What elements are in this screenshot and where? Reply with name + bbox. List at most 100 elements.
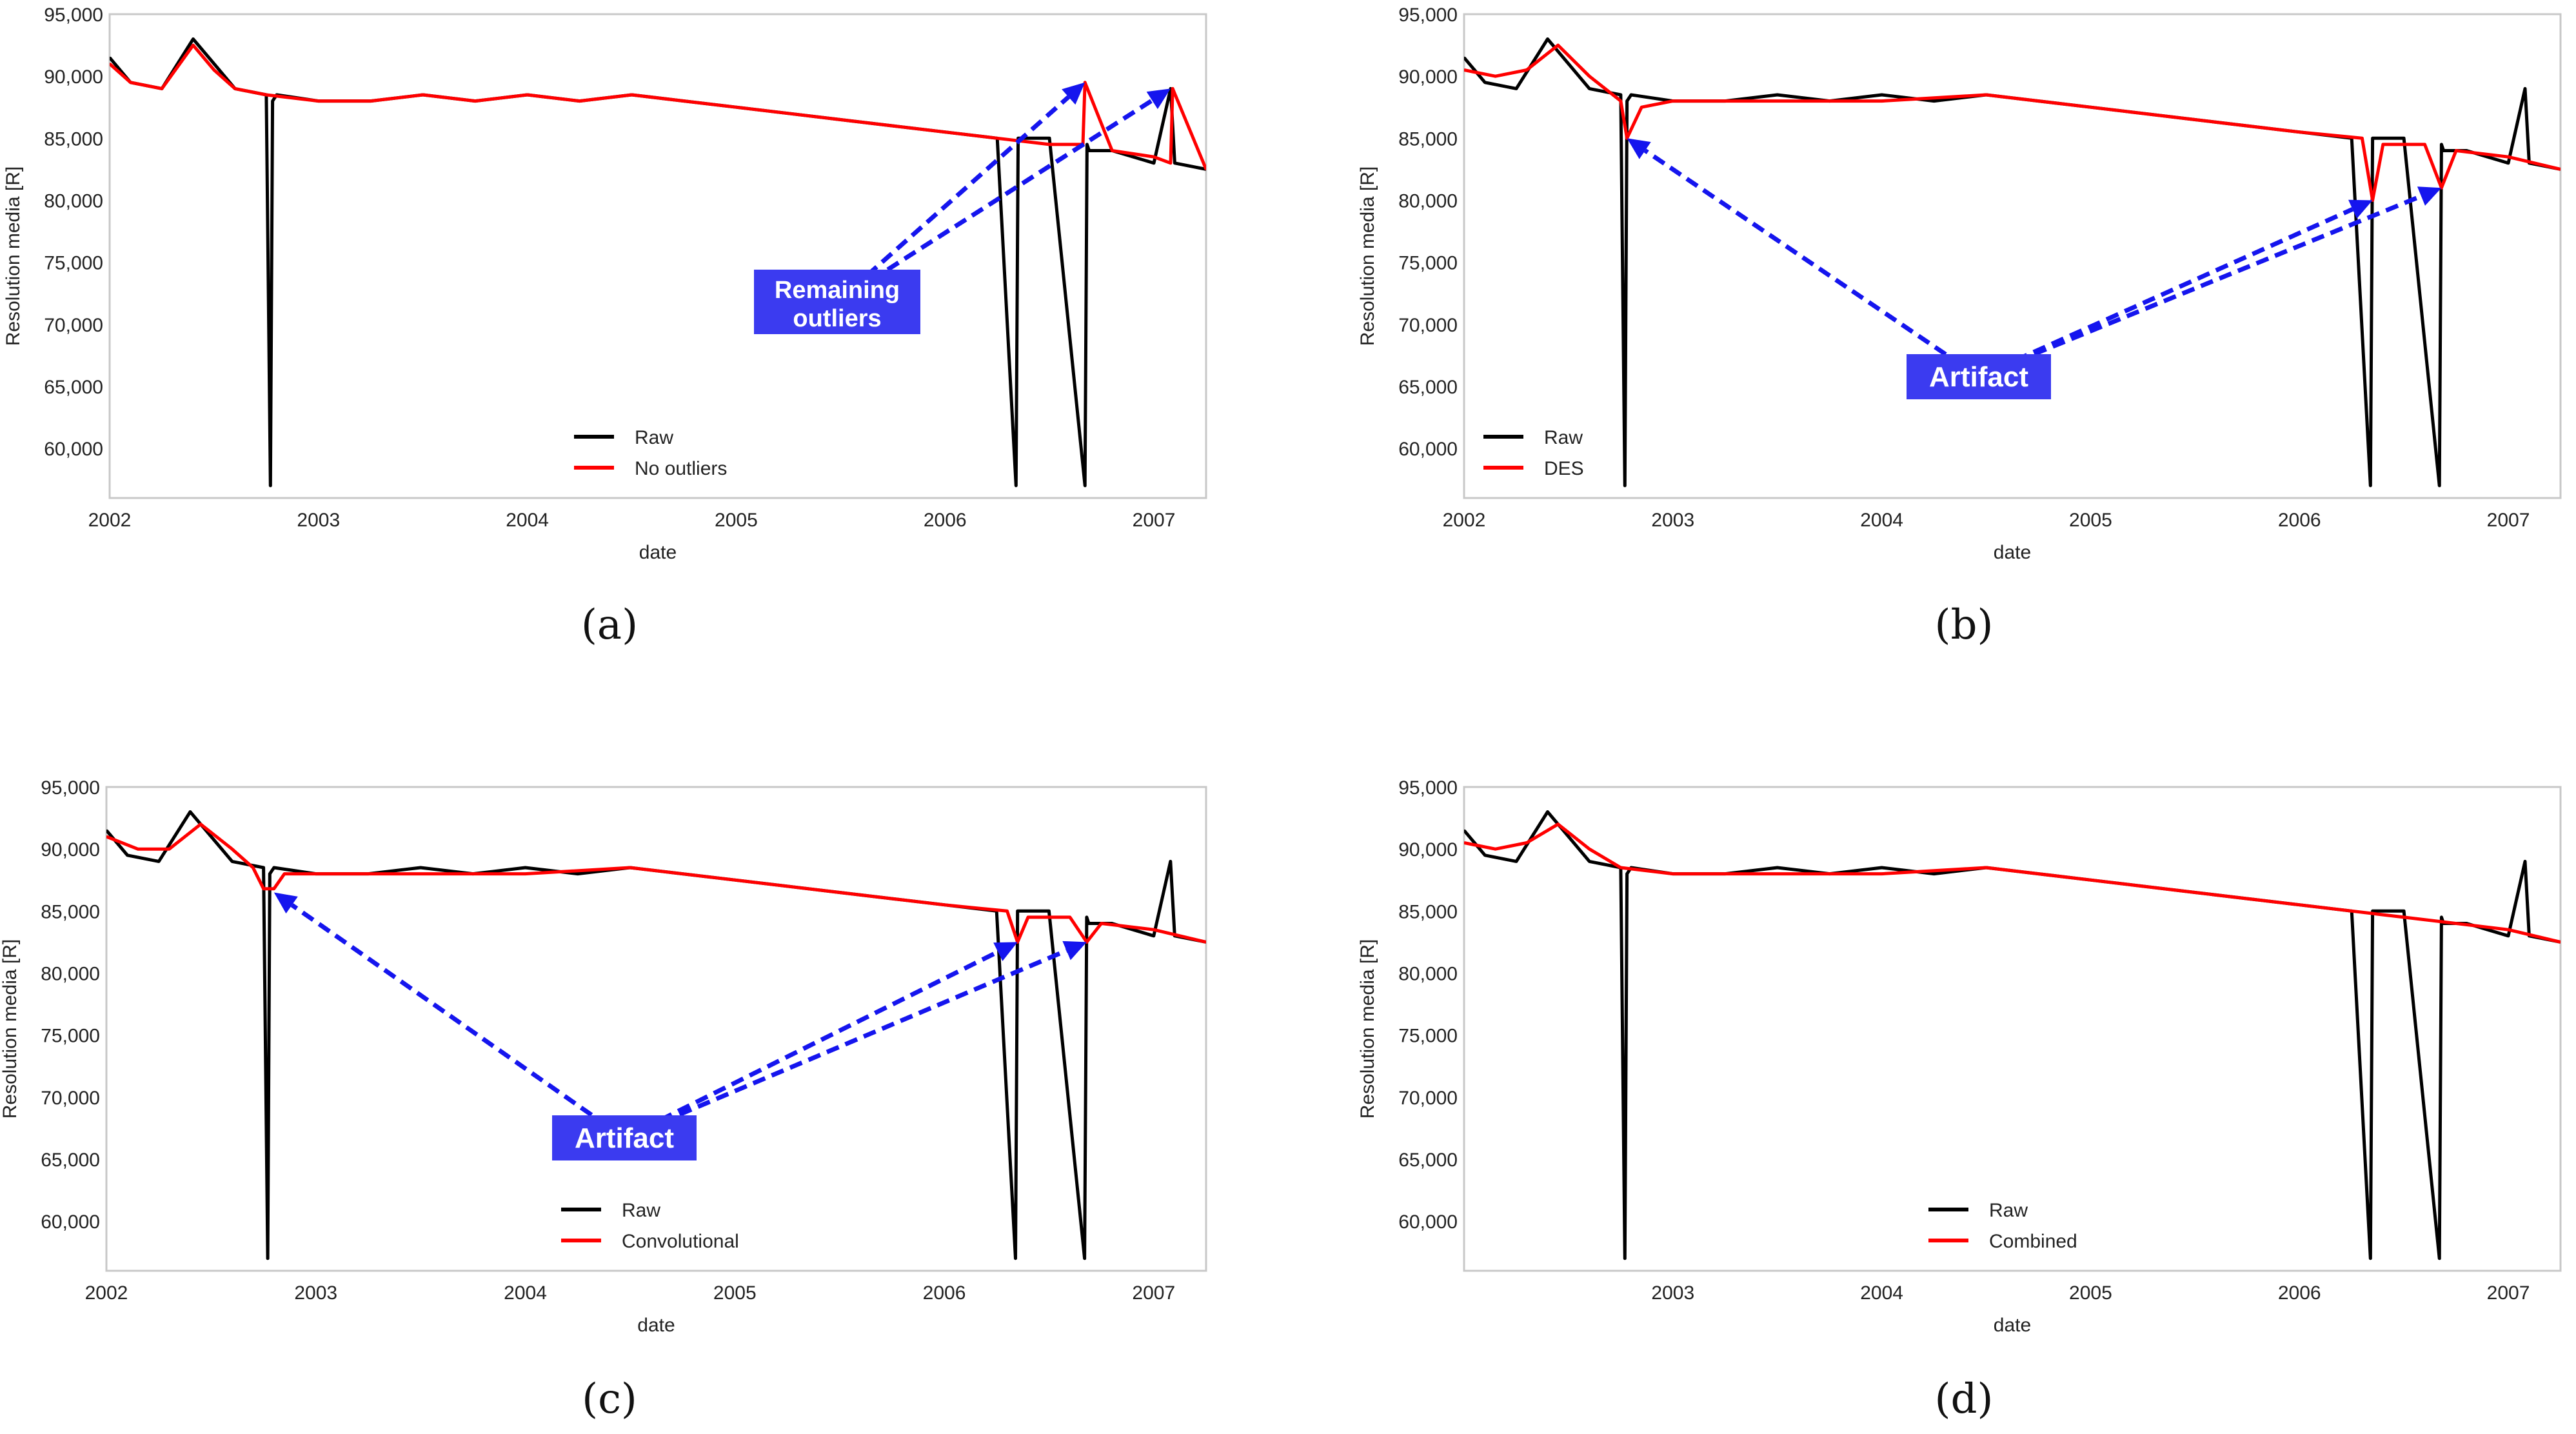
x-tick-label: 2006: [2278, 510, 2321, 531]
data-point: [2298, 904, 2301, 906]
data-point: [2372, 910, 2374, 912]
data-point: [137, 848, 139, 850]
y-tick-label: 60,000: [1398, 1211, 1458, 1233]
data-point: [787, 112, 789, 115]
x-tick-label: 2007: [2487, 1282, 2530, 1304]
data-point: [2403, 916, 2405, 919]
data-point: [370, 100, 372, 103]
chart-panel-c: 60,000 65,000 70,000 75,000 80,000 85,000 90,0…: [0, 777, 1207, 1423]
data-point: [419, 873, 422, 875]
data-point: [943, 904, 946, 906]
data-point: [891, 124, 894, 127]
y-tick-label: 70,000: [1398, 315, 1458, 336]
data-point: [1153, 155, 1155, 158]
panel-label: (a): [581, 601, 638, 649]
annotation-box: [552, 1115, 697, 1160]
legend: Raw No outliers: [574, 427, 727, 479]
data-point: [273, 888, 275, 890]
data-point: [1085, 916, 1088, 919]
y-tick-label: 85,000: [44, 128, 103, 150]
data-point: [1494, 848, 1497, 850]
data-point: [2507, 162, 2510, 164]
data-point: [1547, 811, 1549, 813]
data-point: [2559, 941, 2561, 943]
y-tick-label: 75,000: [1398, 253, 1458, 274]
x-tick-label: 2003: [294, 1282, 337, 1304]
x-tick-label: 2003: [1651, 1282, 1694, 1304]
y-tick-label: 85,000: [41, 901, 100, 922]
annotation-arrowhead: [1062, 941, 1087, 961]
data-point: [1672, 100, 1674, 103]
data-point: [1557, 823, 1560, 826]
x-tick-label: 2002: [1443, 510, 1486, 531]
legend-label: DES: [1544, 458, 1584, 479]
annotation-box: [1907, 354, 2051, 399]
data-point: [1153, 935, 1155, 937]
annotation-arrowhead: [993, 942, 1018, 961]
legend-label: No outliers: [635, 458, 727, 479]
data-point: [1015, 1257, 1016, 1260]
y-tick-label: 80,000: [41, 963, 100, 984]
data-point: [1881, 866, 1883, 869]
x-tick-label: 2005: [715, 510, 758, 531]
data-point: [1169, 860, 1172, 862]
y-tick-label: 65,000: [1398, 1150, 1458, 1171]
data-point: [839, 119, 842, 121]
x-tick-label: 2004: [504, 1282, 547, 1304]
data-point: [1881, 873, 1883, 875]
data-point: [1776, 866, 1779, 869]
legend-label: Raw: [635, 427, 673, 448]
data-point: [2382, 143, 2384, 146]
data-point: [1933, 100, 1936, 103]
data-point: [1494, 75, 1497, 77]
data-point: [1084, 1257, 1086, 1260]
data-point: [1623, 484, 1626, 487]
chart-panel-a: 60,000 65,000 70,000 75,000 80,000 85,000 90,0…: [3, 5, 1207, 649]
data-point: [110, 63, 111, 65]
y-tick-label: 90,000: [1398, 839, 1458, 861]
annotation-arrowhead: [273, 892, 298, 914]
data-point: [1069, 916, 1071, 919]
series-line-combined: [1464, 822, 2561, 944]
data-point: [2089, 106, 2092, 108]
data-point: [733, 879, 736, 881]
x-tick-label: 2006: [924, 510, 967, 531]
y-tick-label: 80,000: [1398, 190, 1458, 212]
data-point: [1588, 75, 1590, 77]
data-point: [263, 888, 265, 890]
data-point: [1464, 69, 1465, 71]
data-point: [192, 44, 194, 46]
series-line-raw: [1464, 37, 2561, 488]
data-point: [268, 873, 271, 875]
data-point: [2089, 879, 2092, 881]
x-tick-label: 2006: [2278, 1282, 2321, 1304]
data-point: [526, 94, 529, 96]
data-point: [2524, 860, 2526, 862]
data-point: [1623, 1257, 1626, 1260]
x-tick-label: 2002: [88, 510, 132, 531]
legend-label: Raw: [1989, 1200, 2028, 1221]
data-point: [269, 484, 272, 487]
data-point: [577, 873, 579, 875]
data-point: [210, 835, 212, 838]
x-axis-label: date: [637, 1315, 675, 1336]
legend-label: Combined: [1989, 1231, 2077, 1252]
data-point: [1018, 910, 1021, 912]
y-tick-label: 95,000: [1398, 5, 1458, 26]
data-point: [2440, 916, 2442, 919]
data-point: [422, 94, 424, 96]
x-tick-label: 2004: [1860, 510, 1903, 531]
annotation-arrowhead: [2348, 199, 2373, 219]
data-point: [273, 866, 275, 869]
annotation-arrow: [623, 950, 999, 1140]
annotation-arrow: [835, 95, 1071, 304]
data-point: [106, 829, 108, 832]
legend: Raw Convolutional: [561, 1200, 739, 1252]
data-point: [129, 81, 132, 84]
data-point: [1881, 94, 1883, 96]
y-tick-label: 60,000: [44, 439, 103, 460]
data-point: [474, 100, 477, 103]
data-point: [1640, 106, 1643, 108]
data-point: [2194, 119, 2196, 121]
data-point: [2369, 1257, 2372, 1260]
